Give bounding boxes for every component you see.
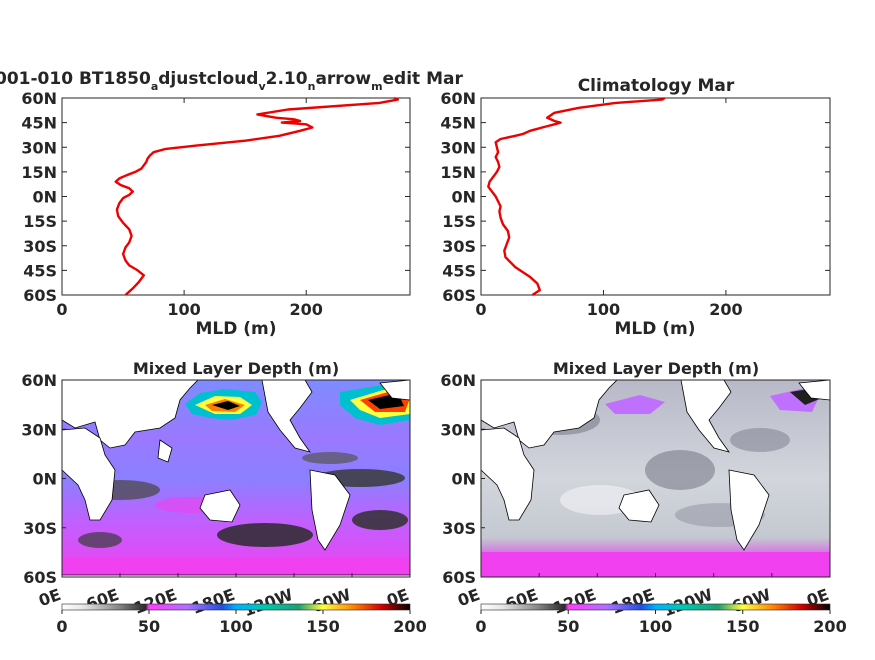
map-clim-yticks: 60N 30N 0N 30S 60S <box>440 371 485 587</box>
profile-clim-xtick-label: 200 <box>709 300 742 319</box>
map-model-xtick-label: 0E <box>36 585 63 610</box>
map-model-colorbar-tick-label: 200 <box>393 617 426 636</box>
map-clim-title: Mixed Layer Depth (m) <box>553 359 759 378</box>
profile-model-title: 001-010 BT1850adjustcloudv2.10narrowmedi… <box>0 69 463 93</box>
profile-clim-yticks: 60N 45N 30N 15N 0N 15S 30S 45S 60S <box>440 89 830 305</box>
profile-clim-ytick-label: 30S <box>442 237 476 256</box>
map-clim-colorbar-tick-label: 100 <box>639 617 672 636</box>
profile-model-ytick-label: 60N <box>21 89 57 108</box>
map-model-colorbar <box>61 603 411 611</box>
map-panel-model: Mixed Layer Depth (m) <box>21 359 426 636</box>
map-model-colorbar-tick-label: 50 <box>138 617 160 636</box>
map-clim-xtick-label: 120W <box>661 585 716 620</box>
map-clim-xtick-label: 120E <box>551 585 599 618</box>
map-model-colorbar-tick-label: 100 <box>219 617 252 636</box>
map-model-field <box>62 380 410 577</box>
profile-clim-xlabel: MLD (m) <box>614 319 695 339</box>
profile-model-ytick-label: 60S <box>23 286 57 305</box>
map-clim-colorbar <box>480 603 831 611</box>
map-clim-colorbar-tick-label: 200 <box>813 617 846 636</box>
profile-clim-title: Climatology Mar <box>578 76 735 96</box>
map-model-ytick-label: 60N <box>21 371 57 390</box>
profile-model-ytick-label: 0N <box>32 188 57 207</box>
map-clim-ytick-label: 60N <box>440 371 476 390</box>
profile-model-xticks: 0 100 200 <box>56 98 323 319</box>
profile-clim-xticks: 0 100 200 <box>475 98 743 319</box>
map-clim-xtick-label: 60W <box>729 585 773 617</box>
map-clim-field <box>481 380 830 577</box>
map-model-colorbar-ticks: 0 50 100 150 200 <box>56 610 427 636</box>
map-clim-colorbar-tick-label: 50 <box>557 617 579 636</box>
map-model-ytick-label: 30N <box>21 420 57 439</box>
profile-model-ytick-label: 15S <box>23 212 57 231</box>
map-model-title: Mixed Layer Depth (m) <box>133 359 339 378</box>
map-model-colorbar-tick-label: 0 <box>56 617 67 636</box>
profile-model-xtick-label: 200 <box>290 300 323 319</box>
profile-clim-ytick-label: 60N <box>440 89 476 108</box>
map-clim-ytick-label: 0N <box>451 470 476 489</box>
profile-clim-ytick-label: 15S <box>442 212 476 231</box>
map-model-xticks: 0E 60E 120E 180E 120W 60W 0E <box>36 573 411 620</box>
map-model-xtick-label: 60W <box>309 585 353 617</box>
profile-model-ytick-label: 45N <box>21 114 57 133</box>
profile-model-xlabel: MLD (m) <box>195 319 276 339</box>
profile-clim-ytick-label: 45N <box>440 114 476 133</box>
profile-clim-axes <box>480 97 831 296</box>
map-model-xtick-label: 120W <box>241 585 296 620</box>
map-clim-ytick-label: 30N <box>440 420 476 439</box>
map-clim-colorbar-tick-label: 0 <box>475 617 486 636</box>
map-model-xtick-label: 120E <box>131 585 179 618</box>
map-model-ytick-label: 0N <box>32 470 57 489</box>
map-model-xtick-label: 180E <box>189 585 237 618</box>
map-clim-ytick-label: 60S <box>442 568 476 587</box>
map-clim-colorbar-ticks: 0 50 100 150 200 <box>475 610 847 636</box>
profile-model-ytick-label: 30N <box>21 138 57 157</box>
map-clim-xtick-label: 180E <box>609 585 657 618</box>
profile-clim-series-line <box>487 96 666 297</box>
profile-clim-xtick-label: 0 <box>475 300 486 319</box>
profile-model-ytick-label: 15N <box>21 163 57 182</box>
profile-clim-ytick-label: 30N <box>440 138 476 157</box>
map-model-ytick-label: 60S <box>23 568 57 587</box>
profile-model-ytick-label: 45S <box>23 261 57 280</box>
profile-clim-ytick-label: 45S <box>442 261 476 280</box>
profile-model-ytick-label: 30S <box>23 237 57 256</box>
map-model-colorbar-tick-label: 150 <box>306 617 339 636</box>
map-model-ytick-label: 30S <box>23 519 57 538</box>
map-panel-clim: Mixed Layer Depth (m) 60N 30N 0N 30S 60S 0E <box>440 359 846 636</box>
profile-panel-model: 001-010 BT1850adjustcloudv2.10narrowmedi… <box>0 69 463 339</box>
profile-model-xtick-label: 100 <box>167 300 200 319</box>
profile-panel-clim: Climatology Mar 60N45N30N15N0N15S30S45S6… <box>440 76 831 339</box>
map-clim-xticks: 0E 60E 120E 180E 120W 60W 0E <box>455 573 831 620</box>
map-model-yticks: 60N 30N 0N 30S 60S <box>21 371 66 587</box>
profile-model-axes <box>61 97 411 296</box>
profile-clim-ytick-label: 0N <box>451 188 476 207</box>
profile-model-series-line <box>114 96 399 296</box>
profile-clim-ytick-label: 60S <box>442 286 476 305</box>
map-clim-colorbar-tick-label: 150 <box>726 617 759 636</box>
profile-model-yticks: 60N 45N 30N 15N 0N 15S 30S 45S 60S <box>21 89 410 305</box>
map-clim-ytick-label: 30S <box>442 519 476 538</box>
profile-clim-xtick-label: 100 <box>587 300 620 319</box>
profile-model-xtick-label: 0 <box>56 300 67 319</box>
profile-clim-ytick-label: 15N <box>440 163 476 182</box>
map-clim-xtick-label: 0E <box>455 585 482 610</box>
